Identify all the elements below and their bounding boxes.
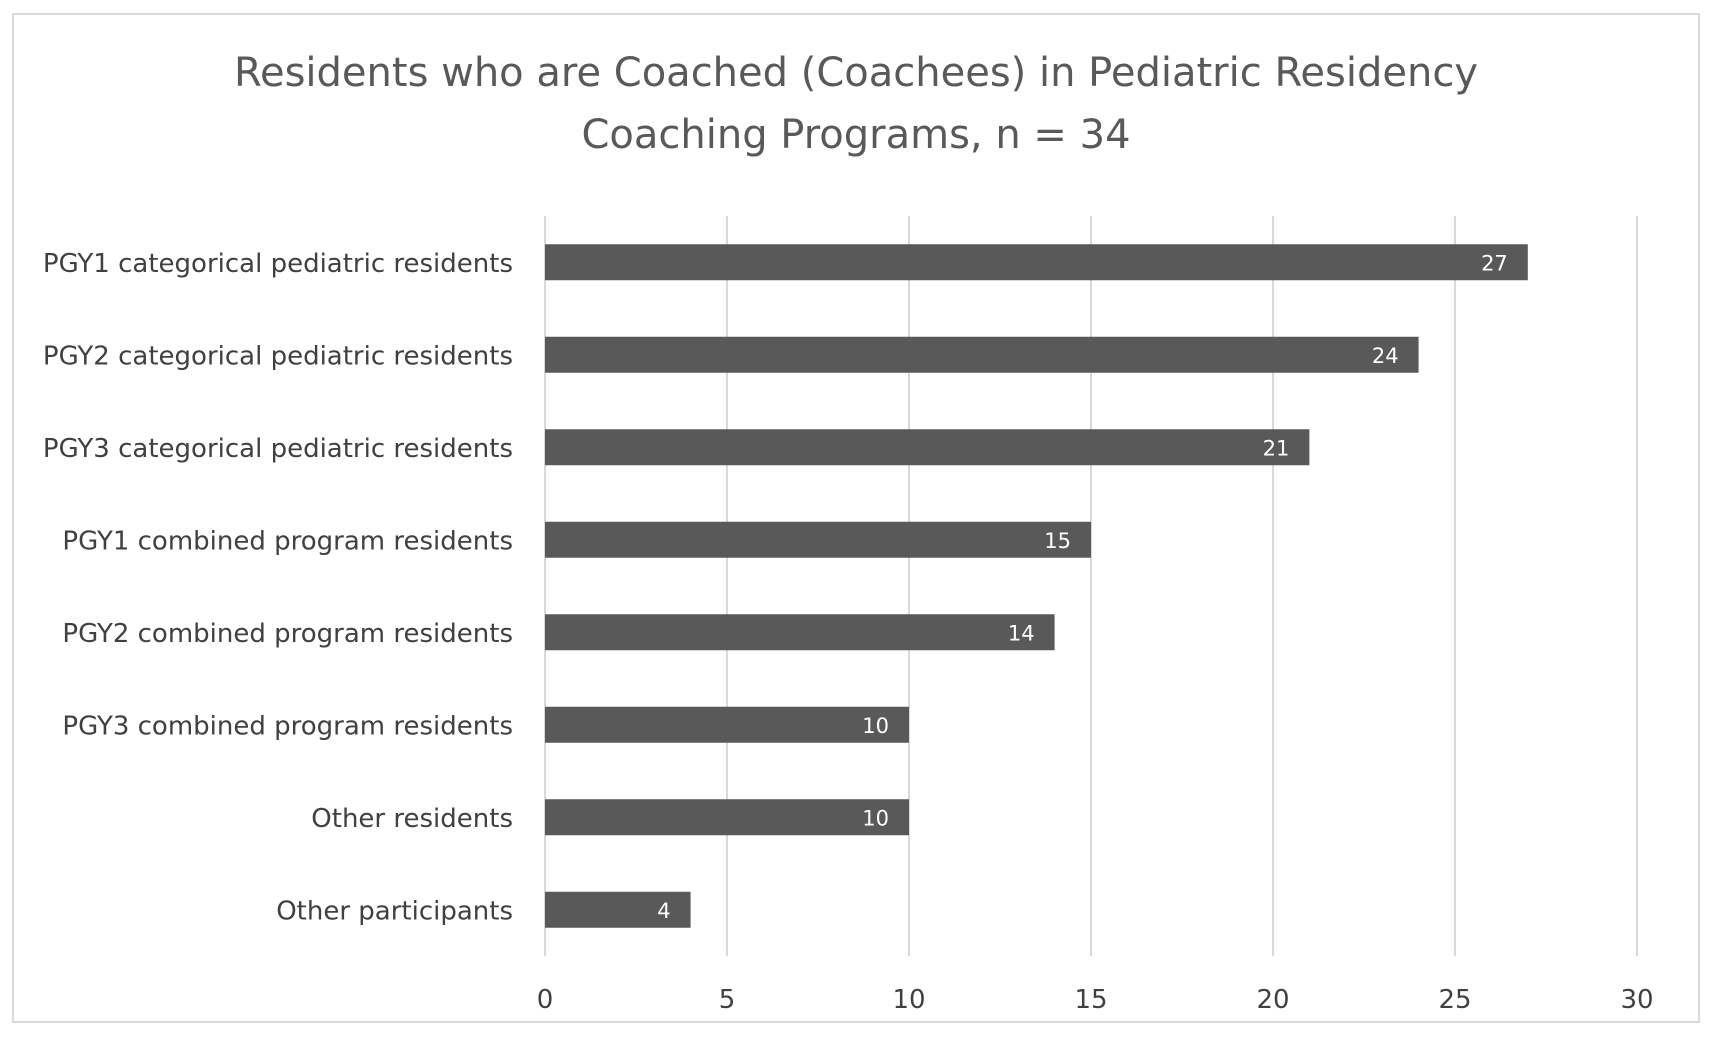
bar xyxy=(545,799,909,836)
category-label: PGY2 categorical pediatric residents xyxy=(43,341,513,371)
data-label: 10 xyxy=(862,806,889,830)
x-tick-label: 5 xyxy=(719,985,736,1015)
category-label: PGY1 combined program residents xyxy=(62,526,513,556)
category-label: PGY3 categorical pediatric residents xyxy=(43,434,513,464)
chart-title-line-1: Residents who are Coached (Coachees) in … xyxy=(234,50,1478,96)
category-label: Other residents xyxy=(311,804,513,834)
chart-title: Residents who are Coached (Coachees) in … xyxy=(234,50,1478,158)
x-tick-label: 15 xyxy=(1074,985,1107,1015)
category-label: PGY3 combined program residents xyxy=(62,711,513,741)
bar xyxy=(545,614,1055,651)
category-label: PGY2 combined program residents xyxy=(62,619,513,649)
x-tick-label: 20 xyxy=(1256,985,1289,1015)
gridlines xyxy=(544,216,1638,956)
x-tick-label: 10 xyxy=(892,985,925,1015)
bar xyxy=(545,891,691,928)
bar xyxy=(545,336,1419,373)
chart-title-line-2: Coaching Programs, n = 34 xyxy=(581,112,1130,158)
category-labels: PGY1 categorical pediatric residents PGY2… xyxy=(43,249,513,927)
bar xyxy=(545,429,1310,466)
data-label: 4 xyxy=(657,899,670,923)
x-tick-label: 25 xyxy=(1438,985,1471,1015)
data-labels: 27 24 21 15 14 10 10 4 xyxy=(657,251,1508,923)
bars xyxy=(545,244,1528,928)
bar xyxy=(545,521,1091,558)
data-label: 21 xyxy=(1263,436,1290,460)
category-label: PGY1 categorical pediatric residents xyxy=(43,249,513,279)
x-tick-label: 0 xyxy=(537,985,554,1015)
data-label: 24 xyxy=(1372,344,1399,368)
data-label: 15 xyxy=(1044,529,1071,553)
data-label: 10 xyxy=(862,714,889,738)
bar xyxy=(545,244,1528,281)
data-label: 14 xyxy=(1008,621,1035,645)
data-label: 27 xyxy=(1481,251,1508,275)
x-axis-tick-labels: 0 5 10 15 20 25 30 xyxy=(537,985,1654,1015)
x-tick-label: 30 xyxy=(1620,985,1653,1015)
bar xyxy=(545,706,909,743)
chart-frame xyxy=(12,13,1700,1023)
category-label: Other participants xyxy=(276,896,513,926)
